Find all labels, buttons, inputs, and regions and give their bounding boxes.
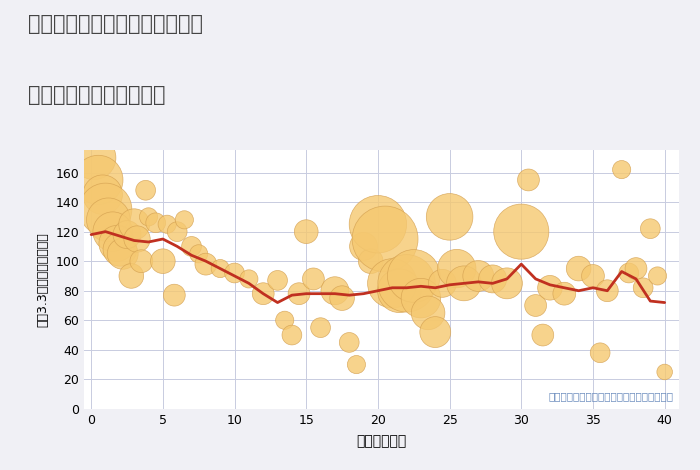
- Point: [337, 294, 348, 302]
- Point: [386, 280, 398, 287]
- Point: [437, 280, 448, 287]
- Point: [121, 231, 132, 238]
- Text: 円の大きさは、取引のあった物件面積を示す: 円の大きさは、取引のあった物件面積を示す: [548, 391, 673, 401]
- Point: [308, 275, 319, 282]
- Point: [473, 272, 484, 280]
- Point: [111, 240, 122, 247]
- Point: [458, 280, 470, 287]
- Point: [365, 258, 377, 265]
- Point: [594, 349, 606, 357]
- Point: [114, 246, 125, 253]
- Point: [530, 302, 541, 309]
- Point: [423, 309, 434, 317]
- Point: [140, 187, 151, 194]
- Point: [344, 339, 355, 346]
- Point: [92, 176, 104, 184]
- Point: [523, 176, 534, 184]
- Point: [97, 191, 108, 198]
- Point: [329, 287, 340, 295]
- Text: 築年数別中古戸建て価格: 築年数別中古戸建て価格: [28, 85, 165, 105]
- Point: [351, 361, 362, 368]
- Point: [659, 368, 671, 376]
- Point: [415, 294, 426, 302]
- Point: [379, 235, 391, 243]
- Point: [143, 213, 154, 220]
- Point: [487, 275, 498, 282]
- Point: [631, 265, 642, 272]
- Point: [100, 206, 111, 213]
- Point: [537, 331, 548, 339]
- Point: [193, 250, 204, 258]
- Point: [150, 219, 161, 227]
- Point: [645, 225, 656, 233]
- Point: [103, 216, 114, 224]
- Point: [452, 265, 463, 272]
- Y-axis label: 坪（3.3㎡）単価（万円）: 坪（3.3㎡）単価（万円）: [36, 232, 50, 327]
- Point: [559, 290, 570, 298]
- Point: [186, 243, 197, 250]
- Point: [293, 290, 304, 298]
- Point: [501, 280, 512, 287]
- Point: [430, 329, 441, 336]
- X-axis label: 築年数（年）: 築年数（年）: [356, 434, 407, 448]
- Point: [88, 154, 99, 162]
- Point: [244, 275, 255, 282]
- Point: [587, 272, 598, 280]
- Point: [117, 250, 128, 258]
- Point: [279, 316, 290, 324]
- Point: [286, 331, 297, 339]
- Point: [315, 324, 326, 331]
- Point: [136, 258, 147, 265]
- Point: [258, 290, 269, 298]
- Point: [126, 272, 137, 280]
- Point: [573, 265, 584, 272]
- Point: [162, 220, 173, 228]
- Point: [516, 228, 527, 235]
- Point: [444, 213, 455, 220]
- Point: [616, 166, 627, 173]
- Point: [358, 243, 369, 250]
- Point: [129, 220, 140, 228]
- Text: 神奈川県横浜市金沢区六浦南の: 神奈川県横浜市金沢区六浦南の: [28, 14, 203, 34]
- Point: [300, 228, 312, 235]
- Point: [172, 228, 183, 235]
- Point: [401, 280, 412, 287]
- Point: [408, 272, 419, 280]
- Point: [623, 269, 634, 277]
- Point: [394, 287, 405, 295]
- Point: [372, 220, 384, 228]
- Point: [229, 269, 240, 277]
- Point: [602, 287, 613, 295]
- Point: [652, 272, 663, 280]
- Point: [132, 235, 143, 243]
- Point: [107, 228, 118, 235]
- Point: [215, 265, 226, 272]
- Point: [545, 284, 556, 291]
- Point: [200, 260, 211, 268]
- Point: [178, 216, 190, 224]
- Point: [638, 284, 649, 291]
- Point: [169, 291, 180, 299]
- Point: [158, 258, 169, 265]
- Point: [272, 277, 284, 284]
